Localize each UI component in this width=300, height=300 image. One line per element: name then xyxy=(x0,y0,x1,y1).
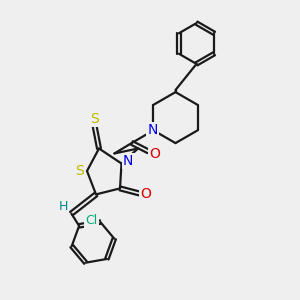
Text: O: O xyxy=(149,147,161,161)
Text: Cl: Cl xyxy=(85,214,98,227)
Text: S: S xyxy=(75,164,84,178)
Text: S: S xyxy=(90,112,99,126)
Text: N: N xyxy=(148,123,158,137)
Text: O: O xyxy=(141,187,152,200)
Text: N: N xyxy=(123,154,133,168)
Text: H: H xyxy=(58,200,68,214)
